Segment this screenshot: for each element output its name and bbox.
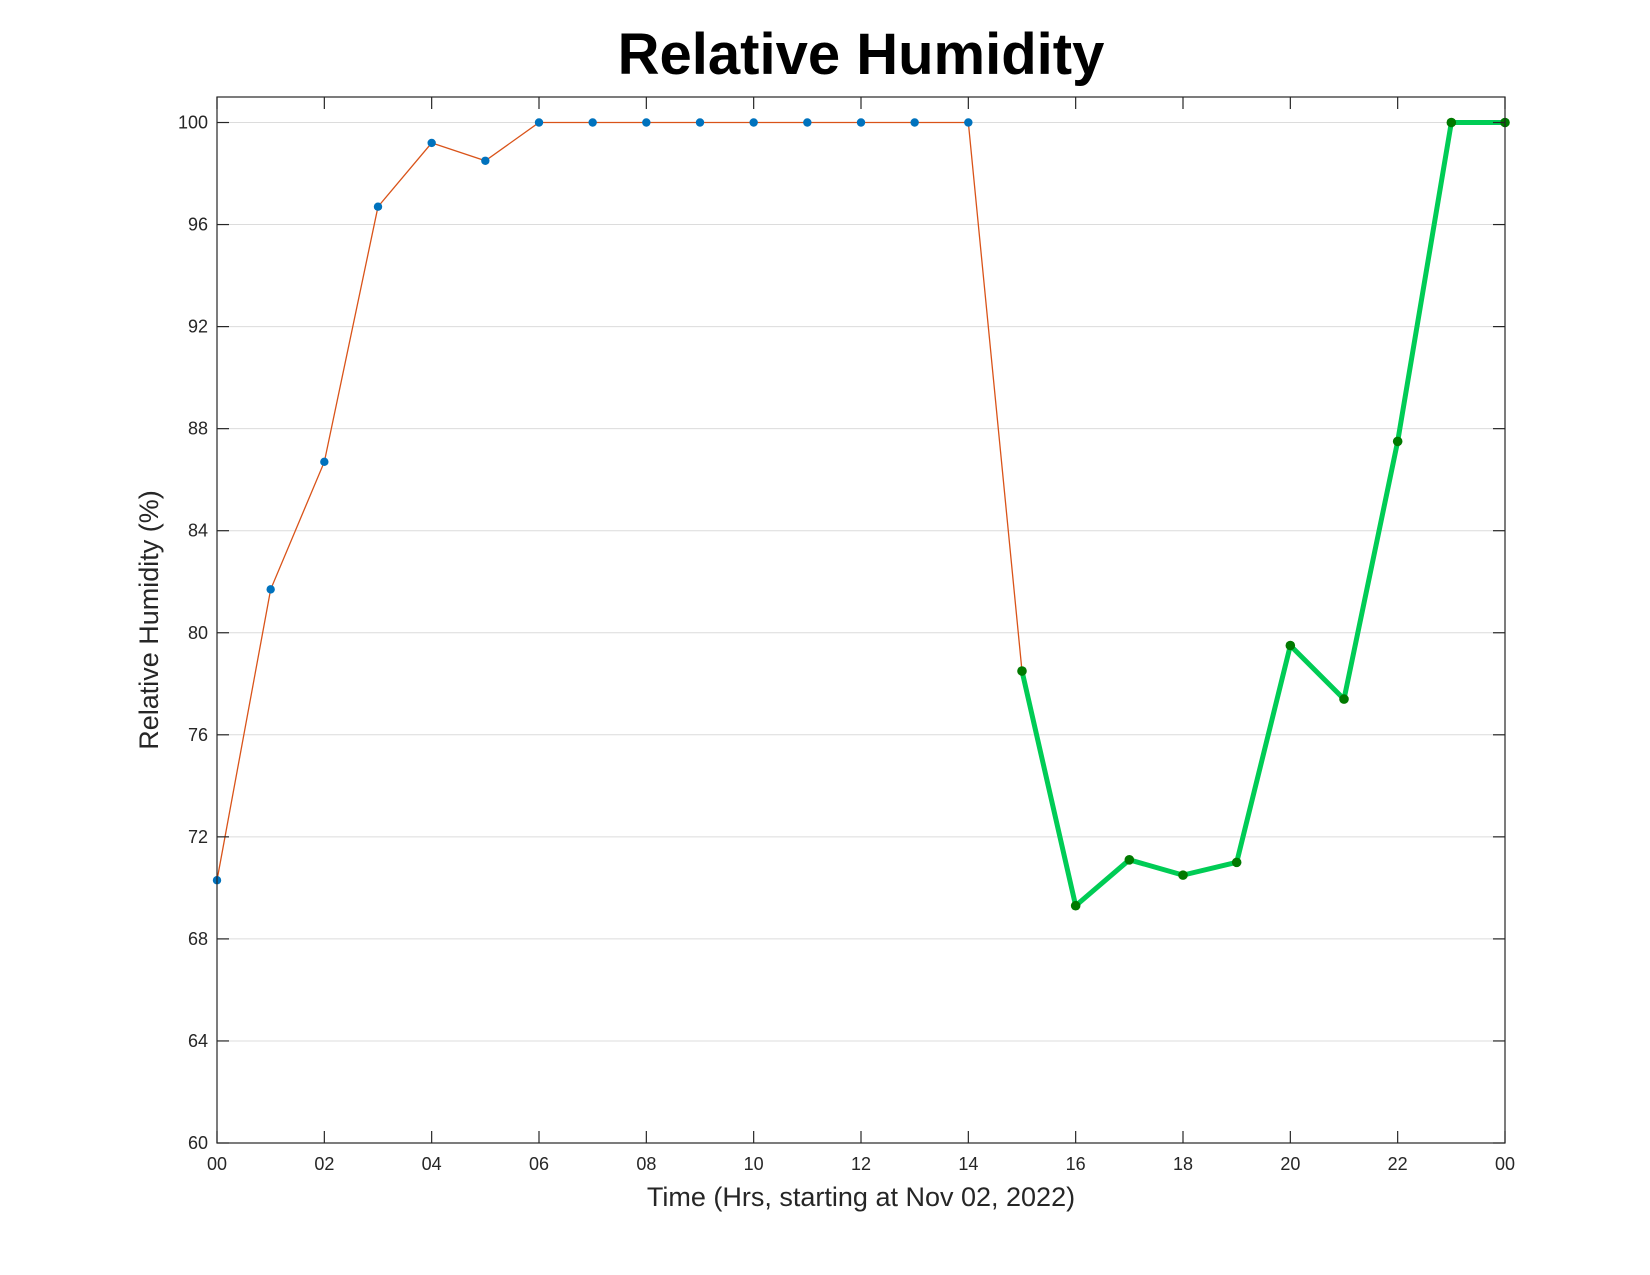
highlight-data-point — [1017, 666, 1027, 676]
y-tick-label: 68 — [188, 929, 208, 949]
x-tick-label: 04 — [422, 1154, 442, 1174]
plot-area-frame — [216, 96, 1506, 1144]
highlight-data-point — [1231, 857, 1242, 868]
y-tick-label: 92 — [188, 317, 208, 337]
y-tick-label: 100 — [178, 113, 208, 133]
base-series-line — [216, 121, 1023, 881]
y-tick-label: 64 — [188, 1031, 208, 1051]
data-point — [642, 118, 651, 127]
data-point — [481, 156, 490, 165]
data-point — [373, 202, 383, 211]
y-tick-label: 60 — [188, 1133, 208, 1153]
y-tick-label: 84 — [188, 521, 208, 541]
highlight-data-point — [1339, 694, 1349, 704]
highlight-data-point — [1070, 900, 1081, 911]
x-tick-label: 08 — [636, 1154, 656, 1174]
data-point — [320, 457, 329, 467]
data-point — [749, 118, 758, 127]
x-tick-label: 02 — [314, 1154, 334, 1174]
data-point — [695, 118, 705, 127]
x-tick-label: 10 — [744, 1154, 764, 1174]
highlight-data-point — [1178, 870, 1188, 880]
data-point — [803, 118, 812, 127]
y-tick-label: 72 — [188, 827, 208, 847]
series-layer — [212, 117, 1510, 911]
x-tick-label: 00 — [1495, 1154, 1515, 1174]
axis-ticks: 60 64 68 72 76 80 84 88 92 96 100 00 02 04 06 08 10 12 14 1… — [178, 97, 1515, 1174]
data-point — [427, 138, 436, 148]
highlight-data-point — [1124, 855, 1135, 865]
data-point — [534, 118, 544, 127]
y-tick-label: 80 — [188, 623, 208, 643]
x-tick-label: 18 — [1173, 1154, 1193, 1174]
x-axis-label: Time (Hrs, starting at Nov 02, 2022) — [647, 1182, 1075, 1212]
x-tick-label: 00 — [207, 1154, 227, 1174]
data-point — [964, 118, 973, 127]
y-axis-label: Relative Humidity (%) — [134, 490, 164, 750]
highlight-data-point — [1446, 117, 1457, 128]
x-tick-label: 06 — [529, 1154, 549, 1174]
highlight-data-point — [1392, 436, 1403, 447]
x-tick-label: 12 — [851, 1154, 871, 1174]
chart-title: Relative Humidity — [618, 22, 1105, 87]
data-point — [588, 118, 597, 127]
x-tick-label: 14 — [958, 1154, 978, 1174]
highlight-data-point — [1285, 640, 1296, 651]
data-point — [910, 118, 919, 127]
x-tick-label: 16 — [1066, 1154, 1086, 1174]
highlight-series-line — [1019, 120, 1505, 909]
data-point — [266, 585, 275, 594]
grid-lines — [217, 122, 1505, 1042]
x-tick-label: 22 — [1388, 1154, 1408, 1174]
data-point — [856, 118, 866, 127]
y-tick-label: 76 — [188, 725, 208, 745]
y-tick-label: 96 — [188, 215, 208, 235]
x-tick-label: 20 — [1280, 1154, 1300, 1174]
y-tick-label: 88 — [188, 419, 208, 439]
